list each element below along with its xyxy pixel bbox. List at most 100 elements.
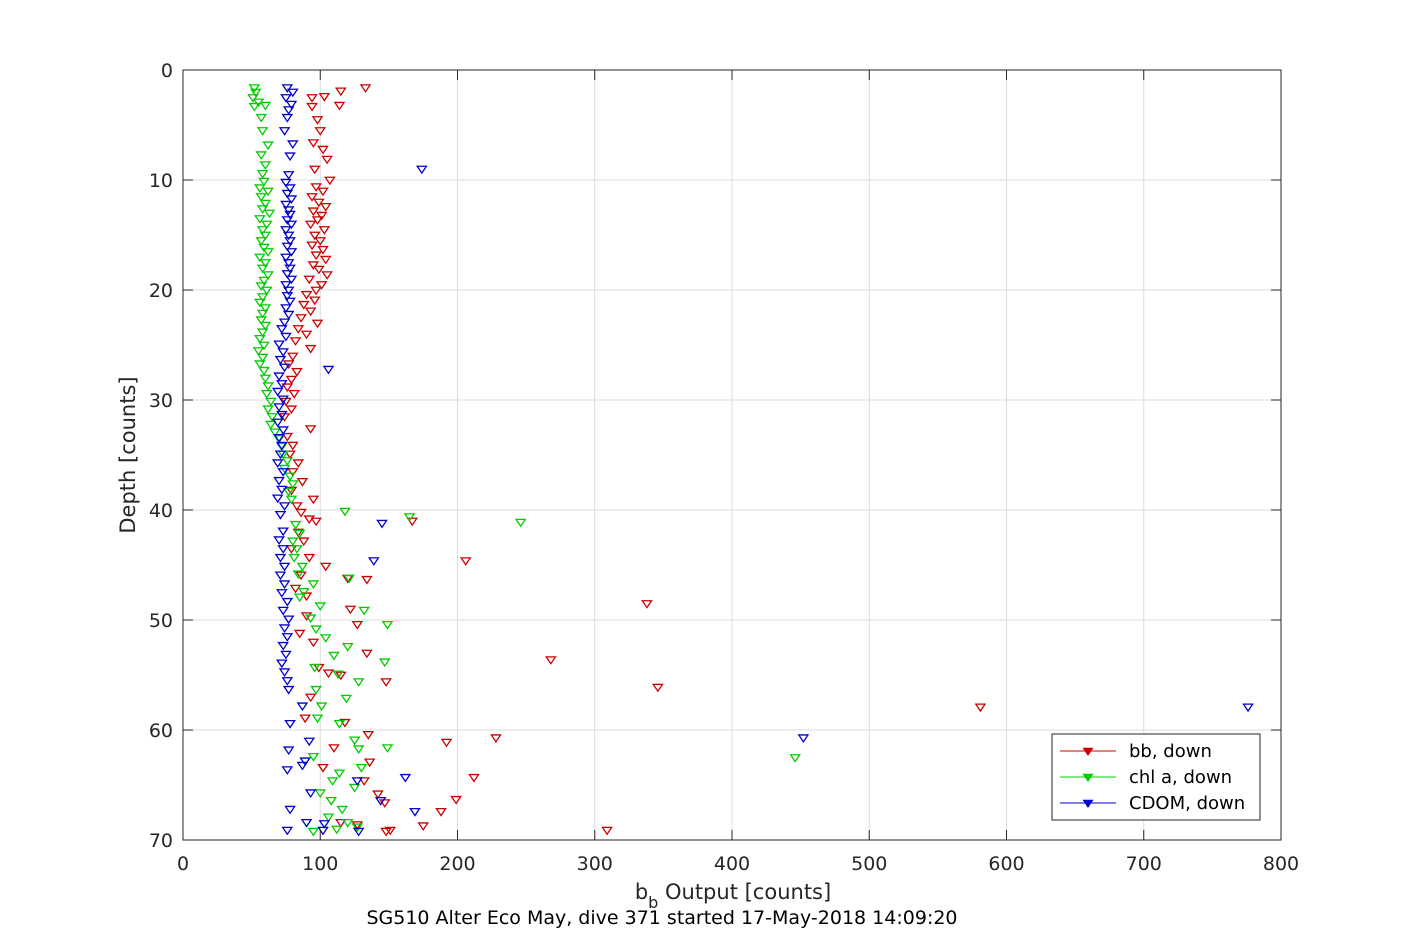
data-point xyxy=(304,789,317,799)
data-point xyxy=(255,151,268,161)
legend-marker xyxy=(1082,747,1094,757)
data-point xyxy=(281,826,294,836)
data-point xyxy=(288,553,300,563)
data-point xyxy=(256,353,269,363)
y-tick-label: 70 xyxy=(149,830,173,852)
data-point xyxy=(361,575,373,585)
data-point xyxy=(358,777,370,786)
data-point xyxy=(307,827,320,837)
data-point xyxy=(300,330,313,340)
legend-item-1: chl a, down xyxy=(1060,767,1232,788)
data-point xyxy=(303,275,316,285)
data-point xyxy=(282,487,295,497)
data-point xyxy=(307,261,320,271)
data-point xyxy=(300,290,313,300)
y-tick-label: 30 xyxy=(149,390,173,412)
data-point xyxy=(328,651,340,661)
data-point xyxy=(314,602,327,612)
data-point xyxy=(351,823,364,833)
data-point xyxy=(255,193,268,202)
data-point xyxy=(308,663,321,673)
x-tick-label: 500 xyxy=(851,853,887,875)
data-point xyxy=(282,286,295,296)
data-point xyxy=(372,790,384,800)
data-point xyxy=(291,502,303,511)
data-point xyxy=(277,395,290,405)
data-point xyxy=(281,216,294,225)
data-point xyxy=(288,389,300,399)
data-point xyxy=(310,286,322,296)
data-point xyxy=(797,734,810,744)
data-point xyxy=(274,553,287,563)
data-point xyxy=(255,237,268,246)
data-point xyxy=(262,141,274,151)
data-point xyxy=(254,334,266,344)
x-axis-label-rest: Output [counts] xyxy=(658,880,831,904)
data-point xyxy=(304,344,317,354)
data-point xyxy=(306,102,318,112)
data-point xyxy=(278,502,291,511)
data-point xyxy=(300,592,313,602)
data-point xyxy=(284,237,296,246)
data-point xyxy=(314,789,327,799)
data-point xyxy=(319,562,332,572)
data-point xyxy=(282,206,295,216)
data-point xyxy=(417,822,430,832)
data-point xyxy=(255,282,268,291)
data-point xyxy=(248,102,261,112)
data-point xyxy=(260,220,273,230)
data-point xyxy=(399,773,412,783)
data-point xyxy=(280,281,292,290)
data-point xyxy=(332,670,344,680)
data-point xyxy=(278,318,291,328)
data-point xyxy=(319,634,332,643)
data-point xyxy=(311,216,324,225)
data-point xyxy=(311,714,324,724)
data-point xyxy=(304,220,317,230)
x-tick-label: 400 xyxy=(714,853,750,875)
data-point xyxy=(280,332,292,342)
data-point xyxy=(278,363,291,373)
data-point xyxy=(259,161,272,170)
data-point xyxy=(374,796,387,806)
data-point xyxy=(282,259,295,268)
data-point xyxy=(273,433,285,443)
data-point xyxy=(310,685,322,695)
data-point xyxy=(335,818,347,828)
data-point xyxy=(273,536,285,546)
data-point xyxy=(292,325,305,334)
data-point xyxy=(280,200,292,210)
legend-label: bb, down xyxy=(1129,741,1212,762)
data-point xyxy=(340,694,353,704)
data-point xyxy=(348,783,361,793)
data-point xyxy=(311,116,324,125)
data-point xyxy=(380,678,392,687)
data-point xyxy=(281,270,294,279)
data-point xyxy=(348,736,361,746)
data-point xyxy=(258,243,270,253)
data-point xyxy=(307,752,320,762)
data-point xyxy=(304,614,317,624)
data-point xyxy=(435,807,447,817)
data-point xyxy=(259,199,272,209)
data-point xyxy=(297,537,310,547)
data-point xyxy=(271,494,284,504)
data-point xyxy=(256,226,269,235)
data-point xyxy=(280,226,292,235)
data-point xyxy=(352,678,365,687)
data-point xyxy=(281,242,294,252)
data-point xyxy=(281,677,294,686)
data-point xyxy=(256,293,269,302)
y-axis-label: Depth [counts] xyxy=(116,376,140,533)
legend-marker xyxy=(1082,799,1094,809)
data-point xyxy=(380,827,392,837)
data-point xyxy=(247,94,259,103)
data-point xyxy=(284,472,296,482)
data-point xyxy=(282,685,295,695)
data-point xyxy=(254,184,266,194)
data-point xyxy=(265,420,277,430)
data-point xyxy=(307,207,320,217)
data-point xyxy=(300,818,313,828)
data-point xyxy=(341,642,354,652)
